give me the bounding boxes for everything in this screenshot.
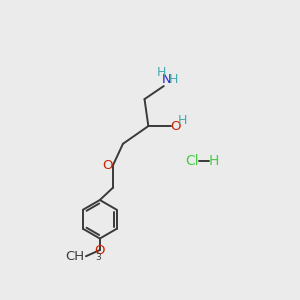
Text: 3: 3 — [95, 253, 101, 262]
Text: N: N — [162, 74, 172, 86]
Text: H: H — [169, 74, 178, 86]
Text: CH: CH — [65, 250, 85, 263]
Text: O: O — [102, 159, 113, 172]
Text: H: H — [157, 67, 166, 80]
Text: O: O — [94, 244, 105, 256]
Text: O: O — [170, 120, 181, 133]
Text: H: H — [178, 114, 187, 127]
Text: Cl: Cl — [185, 154, 199, 168]
Text: H: H — [208, 154, 219, 168]
